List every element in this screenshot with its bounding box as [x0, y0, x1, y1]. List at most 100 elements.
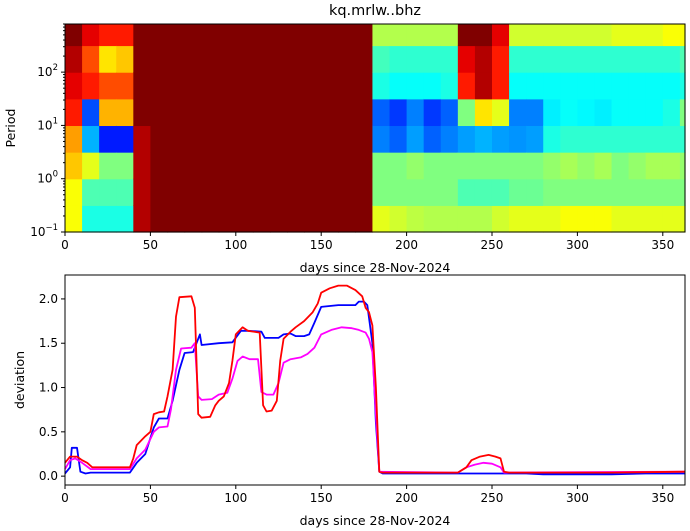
heatmap-cell [116, 72, 134, 100]
heatmap-cell [628, 45, 647, 73]
heatmap-cell [184, 98, 203, 127]
y-tick-label: 0.0 [39, 469, 58, 483]
heatmap-cell [150, 24, 169, 47]
heatmap-cell [440, 178, 459, 206]
heatmap-cell [321, 205, 339, 233]
heatmap-cell [201, 45, 220, 73]
heatmap-cell [645, 45, 664, 73]
heatmap-cell [474, 205, 493, 233]
heatmap-cell [82, 72, 100, 100]
x-tick-label: 300 [566, 238, 589, 252]
heatmap-cell [560, 24, 578, 47]
deviation-series-line [64, 326, 686, 474]
heatmap-cell [406, 24, 425, 47]
heatmap-cell [235, 24, 254, 47]
heatmap-cell [440, 98, 459, 127]
heatmap-cell [611, 24, 630, 47]
heatmap-cell [679, 152, 686, 180]
heatmap-cell [269, 24, 288, 47]
heatmap-cell [65, 125, 83, 153]
x-tick-label: 100 [224, 238, 247, 252]
heatmap-cell [457, 24, 476, 47]
heatmap-cell [679, 98, 686, 127]
heatmap-cell [509, 152, 527, 180]
heatmap-cell [645, 72, 664, 100]
heatmap-cell [662, 125, 681, 153]
heatmap-cell [355, 205, 374, 233]
heatmap-cell [645, 24, 664, 47]
heatmap-cell [201, 178, 220, 206]
heatmap-cell [679, 72, 686, 100]
heatmap-cell [645, 152, 664, 180]
heatmap-cell [389, 152, 408, 180]
heatmap-cell [150, 152, 169, 180]
y-tick-label: 0.5 [39, 425, 58, 439]
heatmap-cell [628, 24, 647, 47]
heatmap-cell [321, 98, 339, 127]
heatmap-cell [99, 152, 117, 180]
deviation-frame [64, 274, 686, 486]
heatmap-cell [423, 152, 442, 180]
heatmap-cell [577, 24, 596, 47]
heatmap-cell [423, 125, 442, 153]
heatmap-cell [594, 125, 613, 153]
heatmap-cell [628, 178, 647, 206]
heatmap-cell [201, 98, 220, 127]
heatmap-cell [543, 72, 561, 100]
heatmap-cell [491, 205, 510, 233]
x-tick-label: 50 [143, 238, 158, 252]
heatmap-cell [65, 24, 83, 47]
heatmap-cell [218, 125, 237, 153]
heatmap-cell [116, 45, 134, 73]
heatmap-cell [594, 178, 613, 206]
heatmap-cell [543, 98, 561, 127]
heatmap-cell [406, 205, 425, 233]
heatmap-cell [338, 125, 356, 153]
heatmap-cell [560, 45, 578, 73]
heatmap-cell [406, 45, 425, 73]
heatmap-cell [287, 178, 305, 206]
heatmap-cell [338, 152, 356, 180]
heatmap-cell [560, 205, 578, 233]
heatmap-cell [252, 178, 271, 206]
y-tick-label: 1.0 [39, 381, 58, 395]
spectrogram-axes: 0 50 100 150 200 250 300 350 10−1 100 101 102 [30, 23, 686, 252]
heatmap-cell [389, 178, 408, 206]
heatmap-cell [235, 98, 254, 127]
heatmap-cell [372, 45, 391, 73]
heatmap-cell [201, 125, 220, 153]
heatmap-cell [491, 152, 510, 180]
heatmap-cell [167, 152, 186, 180]
heatmap-cell [628, 205, 647, 233]
heatmap-cell [150, 98, 169, 127]
heatmap-cell [150, 178, 169, 206]
heatmap-cell [662, 24, 681, 47]
heatmap-cell [287, 45, 305, 73]
heatmap-cell [235, 125, 254, 153]
heatmap-cell [645, 125, 664, 153]
heatmap-cell [338, 98, 356, 127]
heatmap-cell [423, 72, 442, 100]
heatmap-cell [509, 72, 527, 100]
heatmap-cell [560, 98, 578, 127]
heatmap-cell [235, 152, 254, 180]
heatmap-cell [526, 72, 544, 100]
heatmap-cell [99, 72, 117, 100]
heatmap-cell [269, 98, 288, 127]
spectrogram-xlabel: days since 28-Nov-2024 [300, 260, 451, 275]
heatmap-cell [184, 125, 203, 153]
heatmap-cell [355, 72, 374, 100]
heatmap-cell [628, 125, 647, 153]
heatmap-cell [543, 178, 561, 206]
heatmap-cell [133, 152, 151, 180]
heatmap-cell [474, 45, 493, 73]
heatmap-cell [184, 152, 203, 180]
heatmap-cell [543, 45, 561, 73]
heatmap-cell [338, 72, 356, 100]
heatmap-cell [287, 24, 305, 47]
heatmap-cell [474, 98, 493, 127]
heatmap-cell [235, 205, 254, 233]
heatmap-cell [218, 178, 237, 206]
heatmap-cell [304, 178, 322, 206]
